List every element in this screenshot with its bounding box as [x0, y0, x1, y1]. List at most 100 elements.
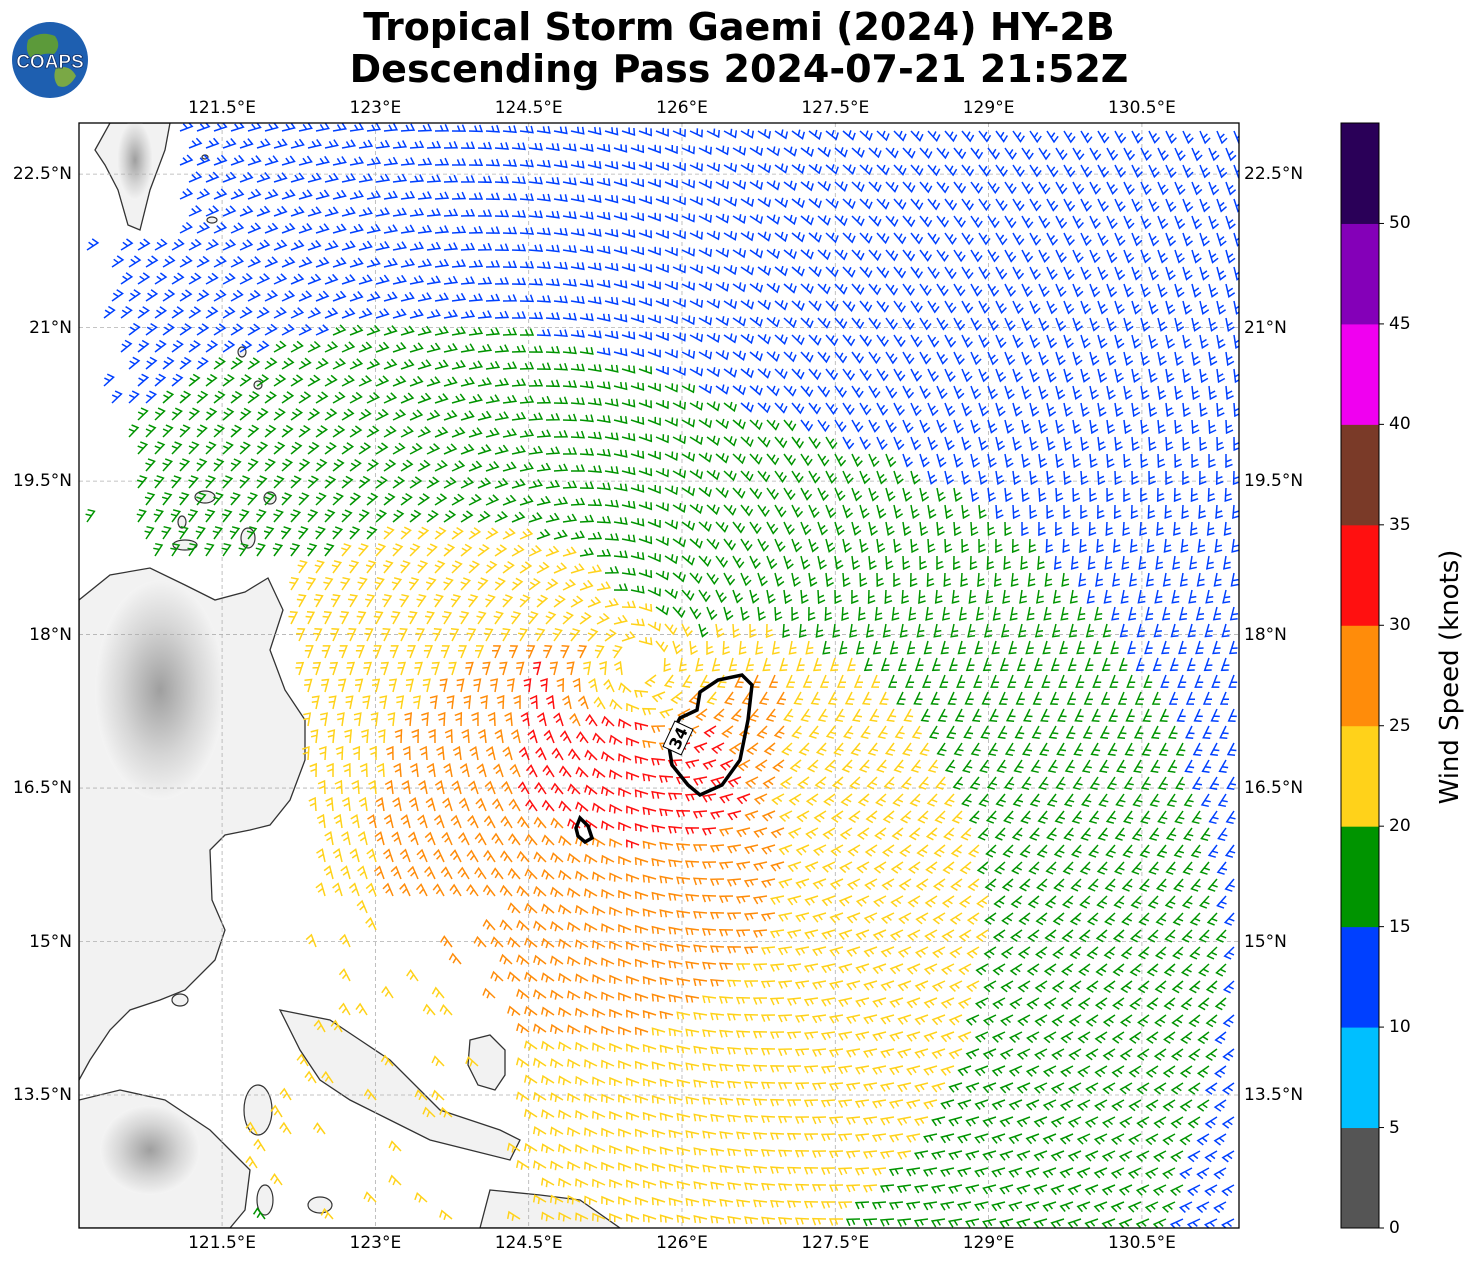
- wind-barb: [1109, 674, 1119, 688]
- wind-barb: [1182, 861, 1193, 875]
- wind-barb: [618, 682, 632, 693]
- wind-barb: [1226, 776, 1237, 791]
- wind-barb: [553, 126, 568, 135]
- wind-barb: [664, 554, 679, 565]
- wind-barb: [315, 256, 330, 268]
- wind-barb: [1205, 1014, 1218, 1028]
- wind-barb: [689, 640, 698, 656]
- wind-barb: [1110, 640, 1119, 655]
- wind-barb: [953, 385, 965, 400]
- wind-barb: [922, 1167, 938, 1177]
- wind-barb: [914, 657, 924, 672]
- wind-barb: [1070, 555, 1079, 570]
- wind-barb: [380, 1054, 394, 1067]
- wind-barb: [1216, 402, 1225, 418]
- wind-barb: [162, 390, 175, 404]
- wind-barb: [893, 436, 905, 451]
- wind-barb: [837, 1201, 853, 1210]
- wind-barb: [1100, 691, 1110, 705]
- wind-barb: [724, 691, 735, 706]
- wind-barb: [766, 214, 781, 225]
- wind-barb: [443, 376, 458, 387]
- wind-barb: [1156, 487, 1165, 503]
- wind-barb: [902, 249, 916, 262]
- wind-barb: [808, 232, 822, 243]
- wind-barb: [213, 255, 227, 268]
- wind-barb: [817, 555, 827, 570]
- wind-barb: [281, 323, 295, 336]
- wind-barb: [1097, 334, 1108, 349]
- wind-barb: [1116, 759, 1127, 774]
- wind-barb: [457, 645, 468, 659]
- wind-barb: [800, 249, 814, 260]
- wind-barb: [507, 1005, 521, 1017]
- wind-barb: [863, 1014, 878, 1025]
- wind-barb: [566, 661, 575, 676]
- wind-barb: [375, 509, 388, 523]
- wind-barb: [995, 793, 1006, 807]
- wind-barb: [791, 725, 802, 739]
- wind-barb: [868, 215, 882, 227]
- wind-barb: [834, 521, 845, 536]
- wind-barb: [749, 146, 764, 157]
- wind-barb: [358, 274, 373, 285]
- wind-barb: [885, 249, 899, 262]
- wind-barb: [965, 1014, 980, 1026]
- wind-barb: [698, 384, 713, 395]
- wind-barb: [880, 912, 895, 924]
- wind-barb: [553, 362, 569, 371]
- wind-barb: [399, 882, 411, 897]
- wind-barb: [995, 504, 1004, 520]
- wind-barb: [642, 908, 657, 917]
- wind-barb: [743, 1013, 759, 1022]
- wind-barb: [1067, 1184, 1082, 1196]
- wind-barb: [1026, 963, 1040, 976]
- wind-barb: [791, 129, 806, 140]
- wind-barb: [681, 213, 695, 223]
- wind-barb: [349, 223, 364, 234]
- wind-barb: [315, 189, 330, 200]
- wind-barb: [1225, 181, 1237, 196]
- wind-barb: [584, 784, 598, 796]
- wind-barb: [876, 130, 890, 142]
- wind-barb: [1209, 776, 1220, 791]
- wind-barb: [1145, 1133, 1159, 1146]
- wind-barb: [528, 378, 544, 387]
- wind-barb: [706, 196, 721, 207]
- wind-barb: [341, 206, 356, 217]
- wind-barb: [985, 810, 997, 824]
- wind-barb: [1084, 1116, 1099, 1128]
- wind-barb: [323, 865, 334, 880]
- wind-barb: [965, 1116, 980, 1127]
- wind-barb: [948, 1082, 963, 1093]
- wind-barb: [791, 470, 804, 484]
- wind-barb: [676, 910, 691, 918]
- wind-barb: [791, 402, 805, 415]
- wind-barb: [786, 1065, 802, 1074]
- wind-barb: [851, 351, 865, 364]
- wind-barb: [584, 749, 598, 761]
- wind-barb: [1061, 895, 1074, 909]
- wind-barb: [613, 314, 628, 323]
- wind-barb: [557, 1041, 572, 1052]
- wind-barb: [579, 347, 594, 355]
- wind-barb: [356, 610, 367, 625]
- wind-barb: [916, 844, 929, 858]
- wind-barb: [638, 297, 652, 307]
- wind-barb: [1029, 470, 1038, 486]
- wind-barb: [672, 366, 686, 376]
- wind-barb: [540, 1211, 555, 1222]
- wind-barb: [1185, 691, 1196, 705]
- wind-barb: [827, 691, 838, 706]
- wind-barb: [401, 780, 411, 795]
- wind-barb: [855, 929, 870, 941]
- wind-barb: [442, 797, 453, 812]
- wind-barb: [1233, 334, 1239, 349]
- wind-barb: [851, 317, 865, 330]
- wind-barb: [670, 691, 683, 705]
- wind-barb: [871, 1099, 887, 1109]
- wind-barb: [417, 459, 431, 472]
- wind-barb: [596, 415, 611, 424]
- wind-barb: [1047, 759, 1058, 774]
- wind-barb: [634, 1060, 649, 1070]
